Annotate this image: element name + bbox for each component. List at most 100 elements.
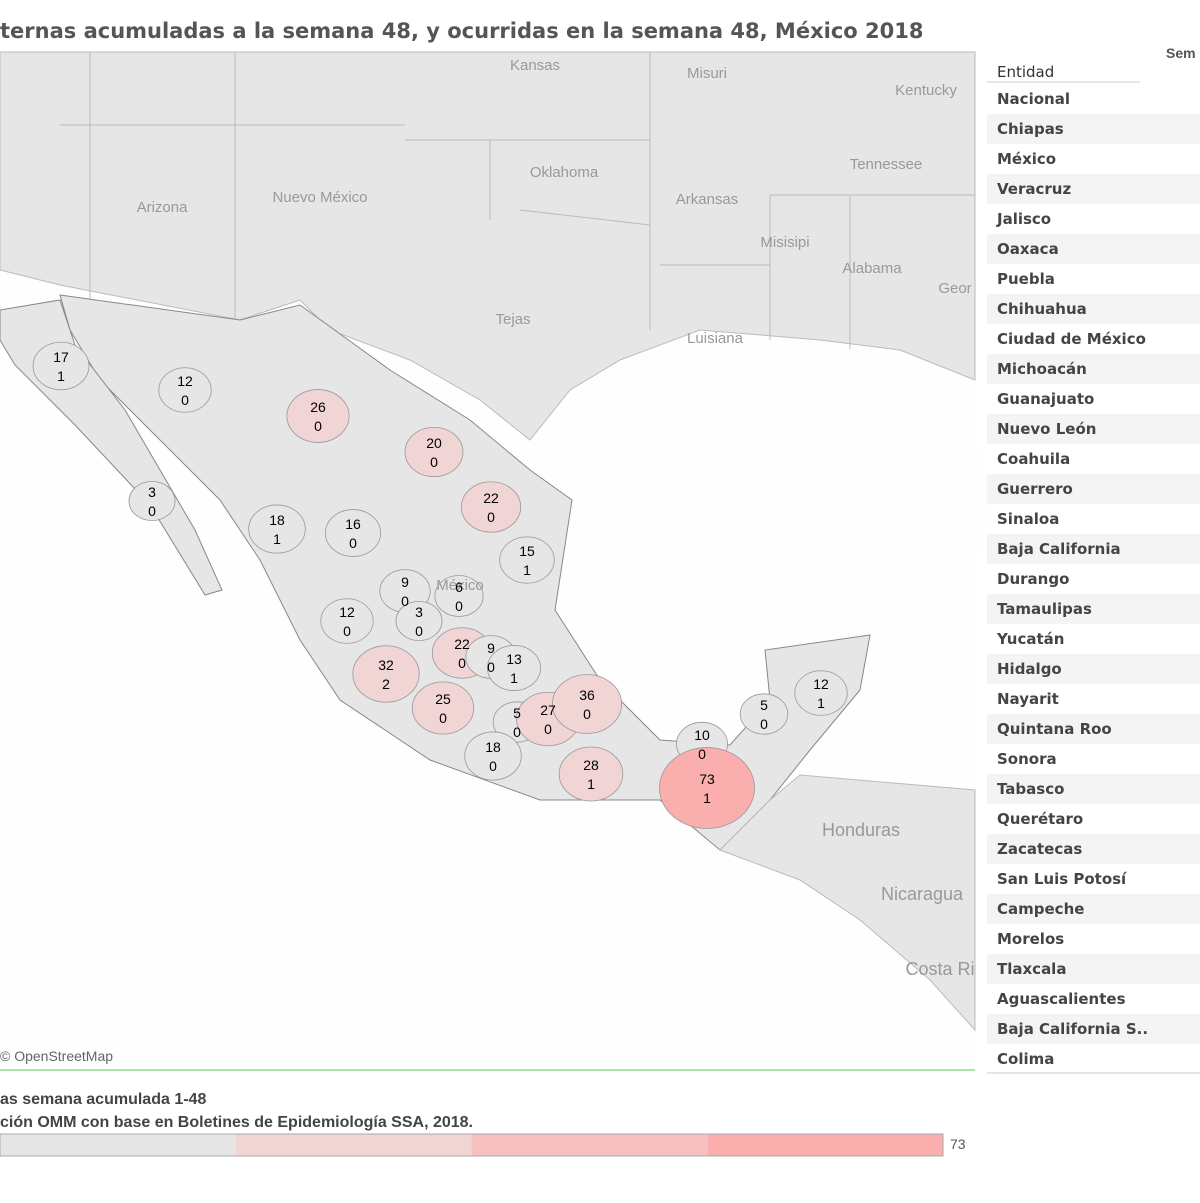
state-area bbox=[286, 389, 350, 443]
row-label: Colima bbox=[997, 1050, 1054, 1068]
place-label: Tejas bbox=[495, 311, 530, 328]
state-area bbox=[552, 674, 623, 734]
row-label: Zacatecas bbox=[997, 840, 1082, 858]
state-accumulated: 12 bbox=[339, 604, 355, 620]
state-week: 0 bbox=[415, 623, 423, 639]
state-accumulated: 9 bbox=[401, 574, 409, 590]
row-band bbox=[987, 834, 1200, 864]
state-week: 1 bbox=[587, 776, 595, 792]
row-band bbox=[987, 1014, 1200, 1044]
row-label: San Luis Potosí bbox=[997, 870, 1127, 888]
legend-step bbox=[471, 1134, 708, 1156]
row-label: Quintana Roo bbox=[997, 720, 1112, 738]
row-label: Oaxaca bbox=[997, 240, 1059, 258]
place-label: Honduras bbox=[822, 820, 900, 840]
borders bbox=[60, 52, 975, 350]
state-area bbox=[460, 481, 522, 533]
state-accumulated: 10 bbox=[694, 727, 710, 743]
state-accumulated: 9 bbox=[487, 640, 495, 656]
state-accumulated: 5 bbox=[760, 697, 768, 713]
state-week: 0 bbox=[439, 710, 447, 726]
state-accumulated: 18 bbox=[269, 512, 285, 528]
row-label: Aguascalientes bbox=[997, 990, 1126, 1008]
state-week: 0 bbox=[401, 593, 409, 609]
state-week: 0 bbox=[487, 659, 495, 675]
row-label: Baja California S.. bbox=[997, 1020, 1148, 1038]
state-accumulated: 28 bbox=[583, 757, 599, 773]
table-header: Entidad bbox=[997, 63, 1054, 81]
state-accumulated: 16 bbox=[345, 516, 361, 532]
state-accumulated: 25 bbox=[435, 691, 451, 707]
state-accumulated: 13 bbox=[506, 651, 522, 667]
row-label: Guerrero bbox=[997, 480, 1073, 498]
legend-frame bbox=[0, 1133, 944, 1157]
row-label: Veracruz bbox=[997, 180, 1071, 198]
row-label: Sonora bbox=[997, 750, 1057, 768]
attribution: © OpenStreetMap bbox=[0, 1048, 113, 1064]
state-week: 0 bbox=[487, 509, 495, 525]
row-band bbox=[987, 174, 1200, 204]
state-accumulated: 12 bbox=[177, 373, 193, 389]
row-band bbox=[987, 714, 1200, 744]
state-week: 1 bbox=[273, 531, 281, 547]
row-label: Chiapas bbox=[997, 120, 1064, 138]
state-area bbox=[404, 426, 464, 478]
state-area bbox=[248, 504, 306, 554]
place-label: Misisipi bbox=[760, 234, 809, 251]
state-week: 0 bbox=[458, 655, 466, 671]
row-band bbox=[987, 414, 1200, 444]
state-week: 0 bbox=[148, 503, 156, 519]
row-label: México bbox=[997, 150, 1056, 168]
state-area bbox=[434, 575, 484, 617]
gulf bbox=[570, 340, 990, 660]
place-label: Costa Ri bbox=[905, 959, 974, 979]
state-accumulated: 22 bbox=[454, 636, 470, 652]
state-accumulated: 15 bbox=[519, 543, 535, 559]
state-accumulated: 18 bbox=[485, 739, 501, 755]
state-accumulated: 26 bbox=[310, 399, 326, 415]
row-label: Morelos bbox=[997, 930, 1064, 948]
state-area bbox=[352, 645, 420, 703]
state-week: 0 bbox=[513, 724, 521, 740]
state-week: 0 bbox=[489, 758, 497, 774]
row-band bbox=[987, 234, 1200, 264]
state-area bbox=[794, 670, 848, 716]
legend-max: 73 bbox=[950, 1136, 966, 1152]
row-label: Puebla bbox=[997, 270, 1055, 288]
state-area bbox=[128, 481, 176, 521]
state-area bbox=[487, 645, 541, 691]
state-week: 1 bbox=[703, 790, 711, 806]
state-area bbox=[558, 746, 624, 802]
row-label: Nuevo León bbox=[997, 420, 1096, 438]
state-week: 1 bbox=[817, 695, 825, 711]
place-label: Arkansas bbox=[676, 191, 739, 208]
state-week: 0 bbox=[349, 535, 357, 551]
row-label: Tabasco bbox=[997, 780, 1064, 798]
legend-step bbox=[235, 1134, 472, 1156]
state-week: 1 bbox=[523, 562, 531, 578]
row-label: Guanajuato bbox=[997, 390, 1094, 408]
footer-line: ción OMM con base en Boletines de Epidem… bbox=[0, 1114, 473, 1131]
row-band bbox=[987, 114, 1200, 144]
place-label: Arizona bbox=[137, 199, 189, 216]
legend-step bbox=[707, 1134, 943, 1156]
state-week: 2 bbox=[382, 676, 390, 692]
place-label: Tennessee bbox=[850, 156, 923, 173]
state-area bbox=[739, 693, 789, 735]
state-area bbox=[395, 601, 443, 641]
row-label: Nayarit bbox=[997, 690, 1059, 708]
row-label: Tamaulipas bbox=[997, 600, 1092, 618]
state-area bbox=[499, 536, 555, 584]
footer-line: as semana acumulada 1-48 bbox=[0, 1091, 206, 1108]
row-label: Nacional bbox=[997, 90, 1070, 108]
state-area bbox=[324, 509, 381, 557]
place-label: Kentucky bbox=[895, 82, 957, 99]
place-label: Kansas bbox=[510, 57, 560, 74]
row-label: Campeche bbox=[997, 900, 1084, 918]
row-band bbox=[987, 354, 1200, 384]
state-week: 0 bbox=[343, 623, 351, 639]
state-accumulated: 12 bbox=[813, 676, 829, 692]
state-accumulated: 36 bbox=[579, 687, 595, 703]
state-area bbox=[32, 341, 90, 391]
row-band bbox=[987, 474, 1200, 504]
